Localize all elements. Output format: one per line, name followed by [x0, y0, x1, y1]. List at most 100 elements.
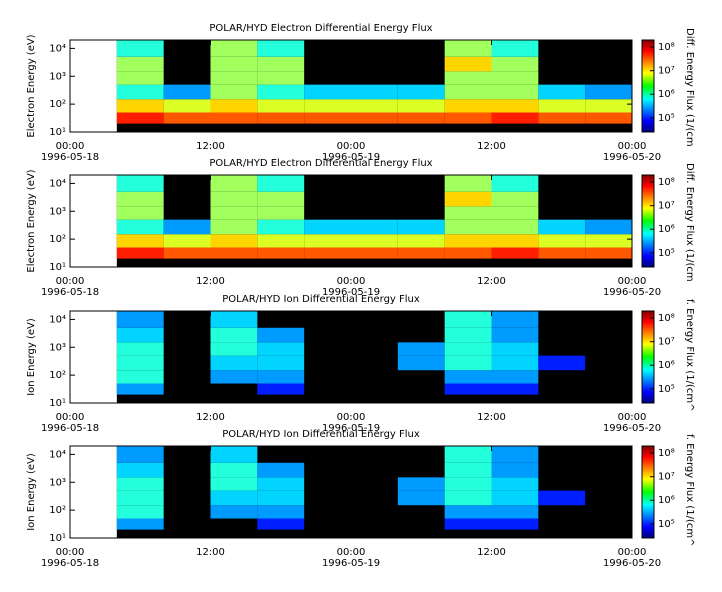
heat-cell [397, 112, 445, 124]
colorbar [641, 445, 655, 539]
colorbar-tick-label: 10⁵ [658, 248, 675, 259]
x-tick-label: 00:00 [56, 276, 85, 287]
y-tick-label: 10² [49, 505, 66, 516]
x-tick-label: 00:00 [337, 141, 366, 152]
heat-cell [116, 327, 164, 343]
heat-cell [444, 191, 492, 207]
heat-cell [351, 234, 398, 248]
heat-cell [257, 99, 305, 113]
heat-cell [210, 40, 258, 57]
heat-cell [116, 219, 164, 235]
heat-cell [304, 234, 351, 248]
colorbar-tick-label: 10⁸ [658, 313, 675, 324]
heat-cell [491, 56, 539, 72]
heat-cell [116, 311, 164, 328]
heat-cell [116, 99, 164, 113]
heat-cell [210, 84, 258, 100]
heat-cell [491, 40, 539, 57]
heat-cell [444, 84, 492, 100]
x-tick-label: 12:00 [477, 276, 506, 287]
x-tick-label: 00:00 [618, 547, 647, 558]
heat-cell [210, 247, 258, 259]
colorbar-tick-label: 10⁷ [658, 337, 675, 348]
heat-cell [257, 505, 305, 519]
heat-cell [491, 355, 539, 371]
heat-cell [538, 234, 586, 248]
x-tick-date: 1996-05-18 [41, 558, 99, 569]
y-tick-label: 10³ [49, 71, 66, 82]
heat-cell [491, 219, 539, 235]
x-tick-label: 00:00 [56, 547, 85, 558]
x-tick-date: 1996-05-19 [322, 558, 380, 569]
colorbar-tick-label: 10⁵ [658, 384, 675, 395]
heat-cell [257, 342, 305, 356]
heat-cell [585, 112, 632, 124]
heat-cell [444, 56, 492, 72]
heat-cell [163, 234, 211, 248]
y-axis-label: Ion Energy (eV) [26, 318, 37, 396]
heat-cell [538, 490, 586, 506]
heat-cell [210, 234, 258, 248]
heat-cell [116, 84, 164, 100]
heat-cell [257, 383, 305, 395]
heat-cell [257, 112, 305, 124]
x-tick-label: 12:00 [477, 412, 506, 423]
x-tick-label: 00:00 [618, 412, 647, 423]
colorbar-tick-label: 10⁶ [658, 495, 675, 506]
y-tick-label: 10¹ [49, 262, 66, 273]
x-tick-date: 1996-05-20 [603, 152, 661, 163]
heat-cell [444, 40, 492, 57]
heat-cell [491, 490, 539, 506]
heat-cell [444, 311, 492, 328]
heat-cell [210, 99, 258, 113]
x-tick-label: 00:00 [337, 547, 366, 558]
y-tick-label: 10¹ [49, 398, 66, 409]
heat-cell [210, 206, 258, 220]
colorbar [641, 39, 655, 133]
heat-cell [444, 112, 492, 124]
colorbar [641, 174, 655, 268]
x-tick-date: 1996-05-19 [322, 423, 380, 434]
heat-cell [304, 219, 351, 235]
heat-cell [444, 505, 492, 519]
heat-cell [444, 383, 492, 395]
heat-cell [116, 355, 164, 371]
y-tick-label: 10² [49, 99, 66, 110]
heat-cell [444, 219, 492, 235]
x-tick-label: 12:00 [196, 547, 225, 558]
x-tick-label: 00:00 [56, 412, 85, 423]
heat-cell [116, 71, 164, 85]
heat-cell [116, 175, 164, 192]
heat-cell [351, 219, 398, 235]
heat-cell [397, 219, 445, 235]
heat-cell [397, 99, 445, 113]
heat-cell [116, 56, 164, 72]
heat-cell [116, 462, 164, 478]
heat-cell [444, 462, 492, 478]
heat-cell [397, 247, 445, 259]
panel: POLAR/HYD Electron Differential Energy F… [26, 158, 695, 298]
y-axis-label: Ion Energy (eV) [26, 453, 37, 531]
heat-cell [257, 234, 305, 248]
heat-cell [444, 490, 492, 506]
heat-cell [304, 247, 351, 259]
panel: POLAR/HYD Ion Differential Energy Flux 10… [26, 294, 695, 434]
heat-cell [491, 370, 539, 384]
y-tick-label: 10⁴ [49, 314, 66, 325]
heat-cell [257, 191, 305, 207]
heat-cell [210, 311, 258, 328]
heat-cell [538, 112, 586, 124]
heat-cell [444, 518, 492, 530]
panel: POLAR/HYD Ion Differential Energy Flux 10… [26, 429, 695, 569]
heat-cell [444, 247, 492, 259]
heat-cell [257, 355, 305, 371]
heat-cell [397, 342, 445, 356]
heat-cell [210, 175, 258, 192]
heat-cell [210, 56, 258, 72]
panel: POLAR/HYD Electron Differential Energy F… [26, 23, 695, 163]
heat-cell [444, 342, 492, 356]
heat-cell [491, 247, 539, 259]
x-tick-label: 12:00 [477, 547, 506, 558]
y-tick-label: 10³ [49, 477, 66, 488]
